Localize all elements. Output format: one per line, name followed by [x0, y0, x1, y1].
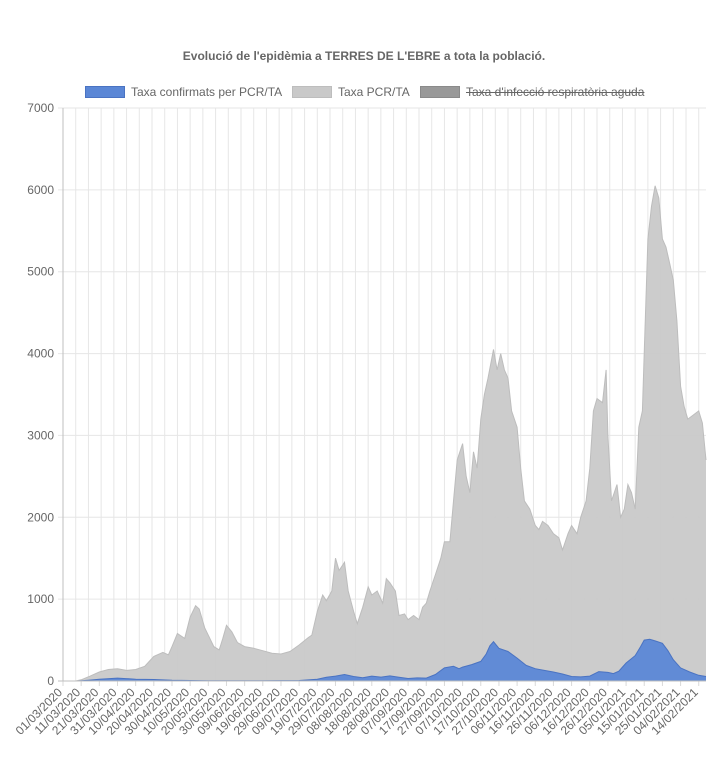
- line-confirmats: [63, 638, 707, 682]
- legend-label-pcr-ta: Taxa PCR/TA: [338, 85, 410, 99]
- y-tick-label: 1000: [27, 592, 54, 606]
- legend: Taxa confirmats per PCR/TA Taxa PCR/TA T…: [0, 84, 728, 100]
- line-pcr-ta: [63, 185, 707, 682]
- y-tick-label: 2000: [27, 510, 54, 524]
- legend-item-pcr-ta[interactable]: Taxa PCR/TA: [292, 84, 410, 100]
- legend-item-confirmats[interactable]: Taxa confirmats per PCR/TA: [85, 84, 282, 100]
- y-tick-label: 0: [47, 674, 54, 688]
- y-tick-label: 3000: [27, 428, 54, 442]
- y-tick-label: 6000: [27, 183, 54, 197]
- area-pcr-ta: [63, 185, 706, 682]
- y-tick-label: 4000: [27, 347, 54, 361]
- y-tick-label: 5000: [27, 265, 54, 279]
- chart-title: Evolució de l'epidèmia a TERRES DE L'EBR…: [182, 49, 546, 63]
- series-layer: [63, 185, 707, 682]
- x-tick-labels: 01/03/202011/03/202021/03/202031/03/2020…: [13, 685, 701, 738]
- y-tick-labels: 0 1000 2000 3000 4000 5000 6000 7000: [27, 101, 54, 688]
- legend-label-infeccio-respiratoria: Taxa d'infecció respiratòria aguda: [466, 85, 645, 99]
- legend-swatch-confirmats: [85, 86, 125, 98]
- axes: [58, 108, 706, 682]
- y-tick-label: 7000: [27, 101, 54, 115]
- legend-item-infeccio-respiratoria[interactable]: Taxa d'infecció respiratòria aguda: [420, 84, 644, 100]
- legend-swatch-infeccio-respiratoria: [420, 86, 460, 98]
- legend-swatch-pcr-ta: [292, 86, 332, 98]
- legend-label-confirmats: Taxa confirmats per PCR/TA: [131, 85, 283, 99]
